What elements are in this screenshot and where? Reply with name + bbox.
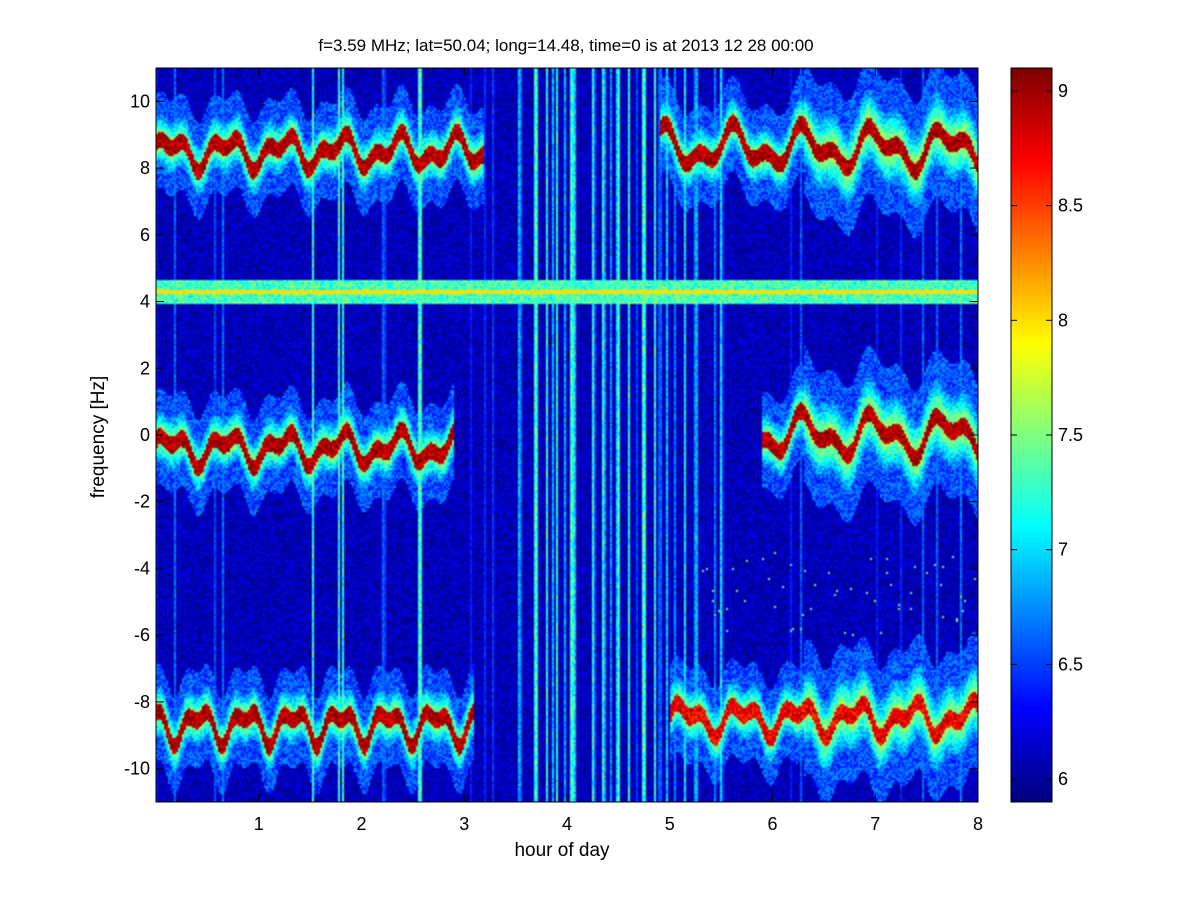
y-tick-label: 2 (140, 358, 150, 378)
colorbar-tick-label: 6 (1058, 769, 1068, 789)
x-tick-label: 4 (562, 814, 572, 834)
colorbar-axis: 6 6.5 7 7.5 8 8.5 9 (1011, 81, 1083, 789)
y-axis: -10 -8 -6 -4 -2 0 2 4 6 8 10 (124, 91, 978, 779)
y-tick-label: -2 (134, 492, 150, 512)
x-tick-label: 5 (665, 814, 675, 834)
x-tick-label: 3 (459, 814, 469, 834)
spectrogram-image (156, 68, 978, 802)
chart-title: f=3.59 MHz; lat=50.04; long=14.48, time=… (318, 36, 813, 55)
x-axis-label: hour of day (514, 840, 610, 861)
colorbar-tick-label: 7.5 (1058, 425, 1083, 445)
colorbar-tick-label: 8 (1058, 310, 1068, 330)
y-tick-label: -10 (124, 759, 150, 779)
colorbar-tick-label: 7 (1058, 540, 1068, 560)
x-tick-label: 7 (870, 814, 880, 834)
y-tick-label: 10 (130, 91, 150, 111)
x-tick-label: 6 (767, 814, 777, 834)
y-tick-label: -6 (134, 625, 150, 645)
y-tick-label: 4 (140, 292, 150, 312)
colorbar-tick-label: 6.5 (1058, 654, 1083, 674)
y-tick-label: 0 (140, 425, 150, 445)
y-axis-label: frequency [Hz] (88, 376, 109, 499)
colorbar-tick-label: 9 (1058, 81, 1068, 101)
y-tick-label: 6 (140, 225, 150, 245)
colorbar (1011, 68, 1052, 802)
y-tick-label: -8 (134, 692, 150, 712)
x-tick-label: 2 (356, 814, 366, 834)
y-tick-label: -4 (134, 558, 150, 578)
y-tick-label: 8 (140, 158, 150, 178)
colorbar-tick-label: 8.5 (1058, 196, 1083, 216)
x-tick-label: 1 (254, 814, 264, 834)
x-axis: 1 2 3 4 5 6 7 8 (254, 68, 983, 834)
x-tick-label: 8 (973, 814, 983, 834)
